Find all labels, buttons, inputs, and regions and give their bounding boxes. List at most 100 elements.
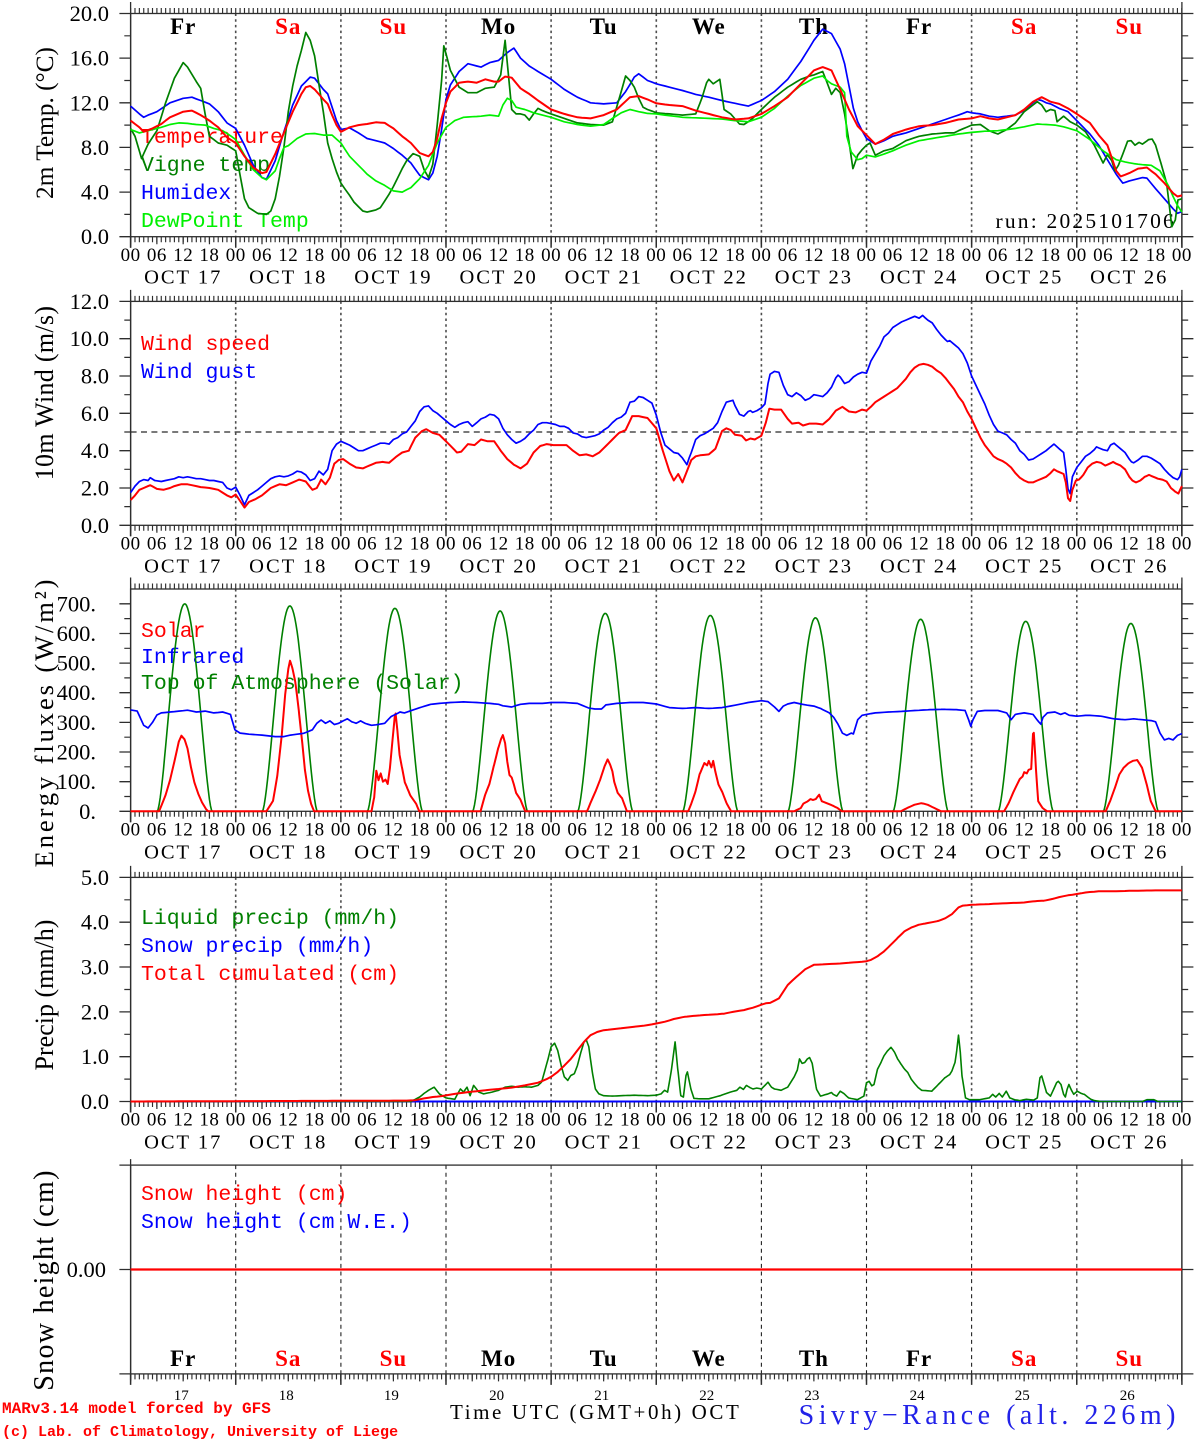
svg-text:18: 18 [1146,245,1166,266]
svg-text:700.: 700. [57,591,96,616]
svg-text:Su: Su [1116,14,1144,39]
svg-text:18: 18 [935,245,955,266]
svg-text:OCT 25: OCT 25 [985,555,1063,577]
svg-text:06: 06 [357,1110,377,1131]
svg-text:12: 12 [278,1110,298,1131]
svg-text:OCT 21: OCT 21 [565,555,643,577]
svg-text:18: 18 [620,245,640,266]
svg-text:12: 12 [594,245,614,266]
svg-text:12: 12 [909,245,929,266]
svg-text:2m Temp. (°C): 2m Temp. (°C) [31,47,59,199]
svg-text:Fr: Fr [170,1346,196,1371]
svg-text:18: 18 [1146,820,1166,841]
svg-text:00: 00 [331,1110,351,1131]
svg-text:00: 00 [962,245,982,266]
svg-text:18: 18 [305,820,325,841]
svg-text:MARv3.14 model forced by GFS: MARv3.14 model forced by GFS [2,1400,271,1418]
svg-text:0.0: 0.0 [81,1089,109,1114]
svg-text:06: 06 [252,820,272,841]
svg-text:06: 06 [567,820,587,841]
svg-text:12: 12 [383,820,403,841]
svg-text:OCT 25: OCT 25 [985,267,1063,289]
svg-text:00: 00 [541,534,561,555]
svg-text:Snow height (cm W.E.): Snow height (cm W.E.) [141,1211,412,1235]
svg-text:Energy fluxes (W/m²): Energy fluxes (W/m²) [29,577,59,868]
svg-text:12: 12 [489,245,509,266]
svg-text:00: 00 [331,245,351,266]
svg-text:06: 06 [252,1110,272,1131]
svg-text:6.0: 6.0 [81,401,109,426]
svg-text:18: 18 [830,1110,850,1131]
svg-text:18: 18 [199,245,219,266]
svg-text:5.0: 5.0 [81,865,109,890]
svg-text:06: 06 [147,820,167,841]
svg-text:10m Wind (m/s): 10m Wind (m/s) [30,306,59,481]
svg-text:00: 00 [226,1110,246,1131]
svg-text:06: 06 [567,534,587,555]
svg-text:OCT 22: OCT 22 [670,555,748,577]
svg-text:25: 25 [1015,1388,1030,1404]
svg-text:18: 18 [620,534,640,555]
svg-text:00: 00 [541,245,561,266]
svg-text:06: 06 [1093,245,1113,266]
svg-text:12: 12 [594,820,614,841]
svg-text:0.0: 0.0 [81,224,109,249]
svg-text:Total cumulated (cm): Total cumulated (cm) [141,963,399,987]
svg-text:18: 18 [305,1110,325,1131]
svg-text:18: 18 [410,245,430,266]
svg-text:18: 18 [1041,245,1061,266]
svg-text:Mo: Mo [481,14,516,39]
svg-text:8.0: 8.0 [81,364,109,389]
svg-text:Snow height (cm): Snow height (cm) [29,1169,60,1390]
svg-text:18: 18 [515,1110,535,1131]
svg-text:12: 12 [278,245,298,266]
svg-text:12: 12 [1119,245,1139,266]
svg-text:18: 18 [725,245,745,266]
svg-text:Infrared: Infrared [141,646,244,670]
svg-text:600.: 600. [57,621,96,646]
svg-text:OCT 24: OCT 24 [880,555,958,577]
svg-text:06: 06 [462,1110,482,1131]
svg-text:12: 12 [1119,534,1139,555]
svg-text:00: 00 [331,534,351,555]
svg-text:06: 06 [357,820,377,841]
svg-text:12: 12 [1014,245,1034,266]
svg-text:06: 06 [147,245,167,266]
svg-text:12: 12 [699,534,719,555]
svg-text:06: 06 [147,534,167,555]
svg-text:0.: 0. [79,799,96,824]
svg-text:12: 12 [1014,534,1034,555]
svg-text:Sa: Sa [275,1346,301,1371]
svg-text:Wind gust: Wind gust [141,361,257,385]
svg-text:(c) Lab. of Climatology, Unive: (c) Lab. of Climatology, University of L… [2,1424,398,1440]
svg-text:12: 12 [173,245,193,266]
svg-text:OCT 20: OCT 20 [459,267,537,289]
svg-text:Humidex: Humidex [141,182,231,206]
svg-text:24: 24 [910,1388,926,1404]
svg-text:18: 18 [830,820,850,841]
svg-text:OCT 26: OCT 26 [1090,841,1168,863]
svg-text:18: 18 [725,820,745,841]
svg-text:00: 00 [541,1110,561,1131]
svg-text:18: 18 [935,1110,955,1131]
svg-text:OCT 26: OCT 26 [1090,555,1168,577]
svg-text:06: 06 [988,245,1008,266]
svg-text:06: 06 [883,534,903,555]
svg-text:06: 06 [883,820,903,841]
svg-text:OCT 18: OCT 18 [249,267,327,289]
svg-text:06: 06 [673,1110,693,1131]
svg-text:12: 12 [1014,1110,1034,1131]
svg-text:00: 00 [751,245,771,266]
svg-text:Su: Su [380,14,408,39]
svg-text:18: 18 [725,534,745,555]
svg-text:OCT 22: OCT 22 [670,1132,748,1154]
svg-text:19: 19 [384,1388,399,1404]
svg-text:12: 12 [699,820,719,841]
svg-text:OCT 23: OCT 23 [775,555,853,577]
svg-text:OCT 20: OCT 20 [459,1132,537,1154]
svg-text:18: 18 [830,534,850,555]
svg-text:00: 00 [1172,820,1192,841]
svg-text:We: We [692,14,726,39]
svg-text:18: 18 [1146,534,1166,555]
svg-text:17: 17 [174,1388,190,1404]
